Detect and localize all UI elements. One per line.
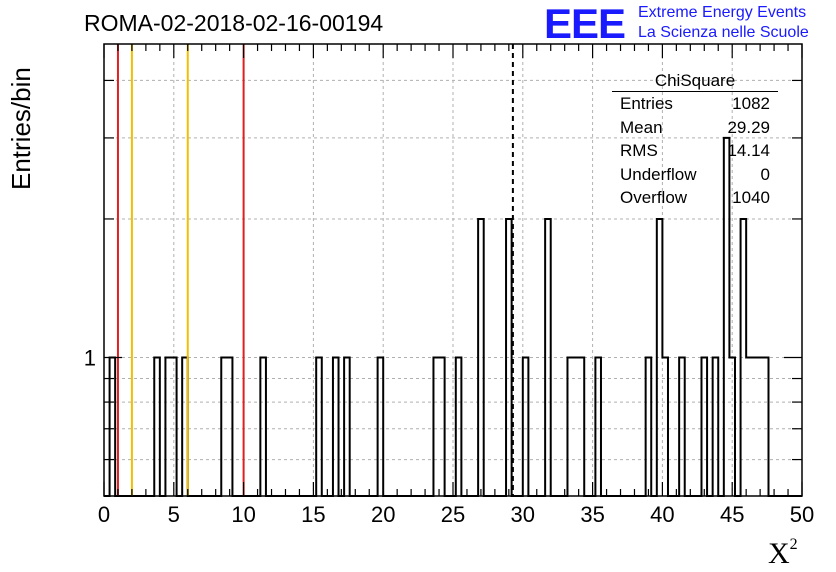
- x-tick-label: 5: [168, 502, 180, 527]
- stats-label: RMS: [620, 141, 658, 160]
- axis-ticks: [103, 44, 803, 496]
- reference-lines: [116, 44, 514, 496]
- stats-row-overflow: Overflow 1040: [612, 186, 778, 210]
- stats-value: 1082: [732, 94, 770, 113]
- x-tick-label: 40: [650, 502, 674, 527]
- x-tick-label: 45: [720, 502, 744, 527]
- stats-value: 0: [760, 164, 770, 184]
- logo-line-2: La Scienza nelle Scuole: [638, 24, 809, 41]
- stats-row-entries: Entries 1082: [612, 92, 778, 116]
- stats-row-underflow: Underflow 0: [612, 163, 778, 187]
- y-axis-label: Entries/bin: [6, 67, 36, 190]
- stats-value: 14.14: [727, 141, 770, 160]
- stats-label: Overflow: [620, 188, 688, 207]
- stats-label: Mean: [620, 117, 663, 137]
- x-tick-label: 30: [511, 502, 535, 527]
- x-axis-label-superscript: 2: [789, 536, 798, 553]
- eee-logo-letters: EEE: [544, 0, 626, 47]
- x-tick-label: 25: [441, 502, 465, 527]
- stats-box: ChiSquare Entries 1082 Mean 29.29 RMS 14.14 Un…: [612, 70, 778, 210]
- x-axis-label: X2: [768, 536, 798, 571]
- logo-line-1: Extreme Energy Events: [638, 4, 807, 21]
- x-tick-label: 15: [301, 502, 325, 527]
- x-tick-label: 0: [98, 502, 110, 527]
- stats-row-rms: RMS 14.14: [612, 139, 778, 163]
- chart-title: ROMA-02-2018-02-16-00194: [84, 10, 384, 36]
- stats-label: Entries: [620, 94, 673, 113]
- y-tick-label: 1: [84, 345, 96, 370]
- x-tick-label: 20: [371, 502, 395, 527]
- stats-title: ChiSquare: [612, 70, 778, 92]
- tick-labels: 0 5 10 15 20 25 30 35 40 45 50 1: [84, 345, 814, 527]
- stats-value: 29.29: [727, 117, 770, 137]
- stats-row-mean: Mean 29.29: [612, 116, 778, 140]
- x-tick-label: 10: [231, 502, 255, 527]
- x-axis-label-base: X: [768, 537, 790, 570]
- stats-label: Underflow: [620, 164, 697, 184]
- stats-value: 1040: [732, 188, 770, 207]
- x-tick-label: 35: [580, 502, 604, 527]
- x-tick-label: 50: [790, 502, 814, 527]
